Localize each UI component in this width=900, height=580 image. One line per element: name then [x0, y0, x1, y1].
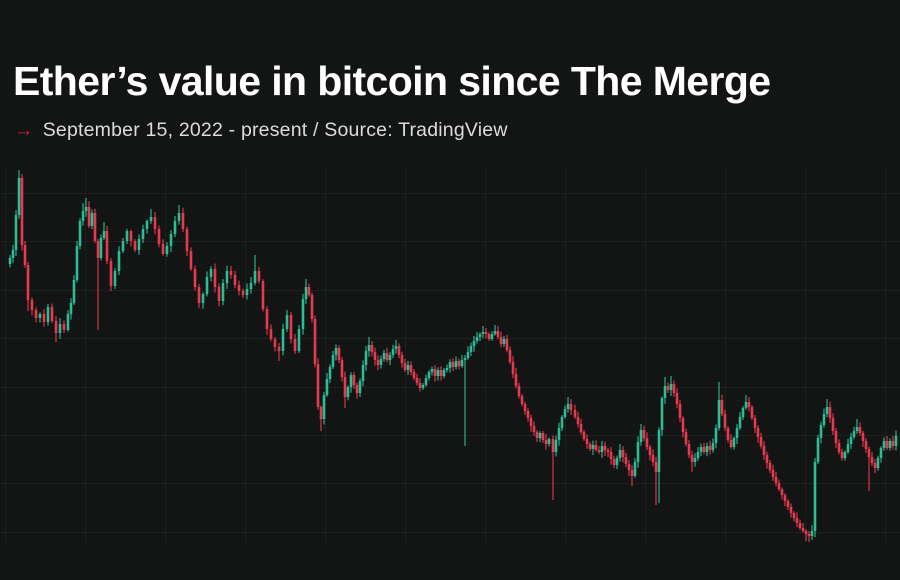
- chart-subtitle: → September 15, 2022 - present / Source: …: [14, 119, 508, 142]
- subtitle-text: September 15, 2022 - present / Source: T…: [42, 119, 508, 141]
- candlestick-chart: [0, 166, 900, 543]
- page-title: Ether’s value in bitcoin since The Merge: [13, 58, 771, 104]
- red-arrow-icon: →: [14, 119, 34, 141]
